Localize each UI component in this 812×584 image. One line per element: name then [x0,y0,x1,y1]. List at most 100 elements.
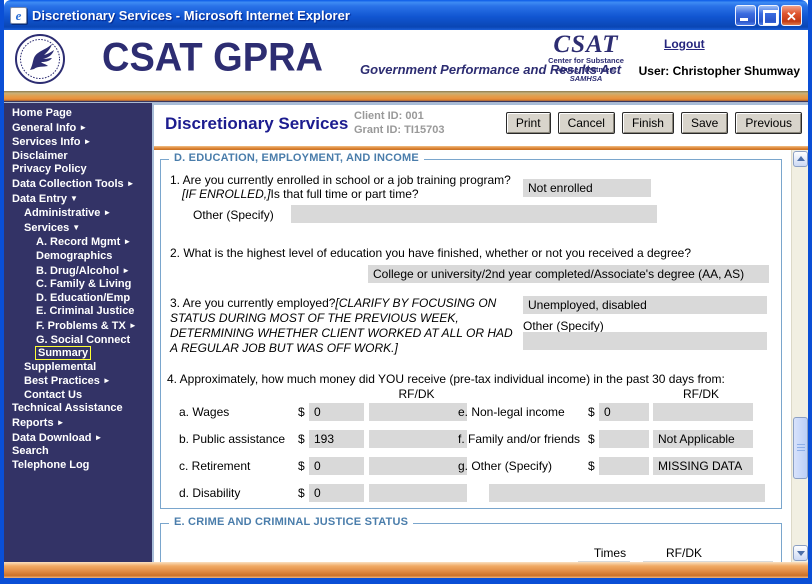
sidebar-item-technical-assistance[interactable]: Technical Assistance [12,402,123,415]
section-e-times-header: Times [593,546,627,560]
submenu-arrow-icon: ► [103,208,112,218]
scrollbar-thumb[interactable] [793,417,808,479]
print-button[interactable]: Print [505,112,551,134]
title-bar: e Discretionary Services - Microsoft Int… [4,0,808,30]
sidebar-item-general-info[interactable]: General Info ► [12,121,88,134]
sidebar-item-social-connect[interactable]: G. Social Connect [36,333,131,346]
scroll-up-arrow-icon [797,156,805,161]
q4e-rfdk-field[interactable] [653,403,753,421]
client-id: Client ID: 001 [354,110,424,122]
section-e-times-field[interactable] [578,561,630,562]
sidebar-nav: Home Page General Info ► Services Info ► D… [4,103,152,562]
q4b-amount-field[interactable]: 193 [309,430,364,448]
q4-text: 4. Approximately, how much money did YOU… [167,372,725,386]
previous-button[interactable]: Previous [735,112,802,134]
action-buttons: Print Cancel Finish Save Previous [505,112,802,134]
sidebar-item-telephone-log[interactable]: Telephone Log [12,458,90,471]
sidebar-item-summary[interactable]: Summary [34,346,92,361]
orange-divider [154,146,808,150]
q4d-amount-field[interactable]: 0 [309,484,364,502]
q3-other-field[interactable] [523,332,767,350]
q4a-rfdk-field[interactable] [369,403,467,421]
q2-answer-field[interactable]: College or university/2nd year completed… [368,265,769,283]
page-title: Discretionary Services [165,114,349,133]
q4c-amount-field[interactable]: 0 [309,457,364,475]
q4e-label: e. Non-legal income [458,405,565,419]
section-e-rfdk-header: RF/DK [666,546,702,560]
logout-link[interactable]: Logout [664,37,705,51]
submenu-arrow-icon: ► [83,137,92,147]
q1-other-label: Other (Specify) [193,208,274,222]
close-button[interactable] [781,4,802,26]
section-e-rfdk-field[interactable] [643,561,773,562]
q4c-dollar: $ [298,459,305,473]
q4d-rfdk-field[interactable] [369,484,467,502]
sidebar-item-data-download[interactable]: Data Download ► [12,431,103,444]
q1-other-field[interactable] [291,205,657,223]
sidebar-item-reports[interactable]: Reports ► [12,417,65,430]
sidebar-item-data-collection-tools[interactable]: Data Collection Tools ► [12,177,135,190]
sidebar-item-contact-us[interactable]: Contact Us [24,388,83,401]
sidebar-item-data-entry[interactable]: Data Entry ▼ [12,192,78,205]
q3-other-label: Other (Specify) [523,319,604,333]
sidebar-item-home-page[interactable]: Home Page [12,107,72,119]
sidebar-item-record-mgmt[interactable]: A. Record Mgmt ► [36,236,132,249]
sidebar-item-administrative[interactable]: Administrative ► [24,207,112,220]
window-title: Discretionary Services - Microsoft Inter… [32,7,350,23]
save-button[interactable]: Save [680,112,729,134]
q4f-amount-field[interactable] [599,430,649,448]
sidebar-item-services-info[interactable]: Services Info ► [12,136,92,149]
submenu-arrow-icon: ► [102,376,111,386]
q4a-dollar: $ [298,405,305,419]
q4-other-specify-field[interactable] [489,484,765,502]
cancel-button[interactable]: Cancel [557,112,615,134]
q4b-label: b. Public assistance [179,432,286,446]
csat-logo: CSAT Center for Substance Abuse Treatmen… [548,31,624,83]
q4d-label: d. Disability [179,486,241,500]
q4d-dollar: $ [298,486,305,500]
q4a-label: a. Wages [179,405,230,419]
sidebar-item-problems-tx[interactable]: F. Problems & TX ► [36,319,137,332]
sidebar-item-demographics[interactable]: Demographics [36,249,113,262]
csat-gpra-logo: CSAT GPRA [102,36,323,81]
sidebar-item-drug-alcohol[interactable]: B. Drug/Alcohol ► [36,264,131,277]
form-area: D. EDUCATION, EMPLOYMENT, AND INCOME 1. … [154,150,791,562]
scroll-down-button[interactable] [793,545,808,561]
sidebar-item-criminal-justice[interactable]: E. Criminal Justice [36,305,135,318]
sidebar-item-services[interactable]: Services ▼ [24,221,81,234]
sidebar-item-family-living[interactable]: C. Family & Living [36,278,132,291]
q4e-amount-field[interactable]: 0 [599,403,649,421]
q4g-rfdk-field[interactable]: MISSING DATA [653,457,753,475]
q4b-rfdk-field[interactable] [369,430,467,448]
q4f-label: f. Family and/or friends [458,432,581,446]
minimize-button[interactable] [735,4,756,26]
q4c-rfdk-field[interactable] [369,457,467,475]
q3-answer-field[interactable]: Unemployed, disabled [523,296,767,314]
submenu-arrow-icon: ► [79,122,88,132]
scroll-up-button[interactable] [793,151,808,167]
maximize-button[interactable] [758,4,779,26]
sidebar-item-education-emp[interactable]: D. Education/Emp [36,291,131,304]
vertical-scrollbar[interactable] [791,150,808,562]
finish-button[interactable]: Finish [621,112,674,134]
footer-bar [4,562,808,578]
sidebar-item-privacy-policy[interactable]: Privacy Policy [12,163,87,176]
q4a-amount-field[interactable]: 0 [309,403,364,421]
sidebar-item-disclaimer[interactable]: Disclaimer [12,149,68,162]
banner-divider-bar [4,91,808,103]
submenu-arrow-icon: ► [123,237,132,247]
q2-text: 2. What is the highest level of educatio… [170,246,691,260]
submenu-arrow-icon: ► [56,418,65,428]
q4f-rfdk-field[interactable]: Not Applicable [653,430,753,448]
submenu-arrow-icon: ► [94,432,103,442]
q1-answer-field[interactable]: Not enrolled [523,179,651,197]
submenu-expanded-icon: ▼ [70,193,78,203]
sidebar-item-search[interactable]: Search [12,445,49,458]
section-d-legend: D. EDUCATION, EMPLOYMENT, AND INCOME [169,152,424,164]
q4g-amount-field[interactable] [599,457,649,475]
q4c-label: c. Retirement [179,459,251,473]
sidebar-item-best-practices[interactable]: Best Practices ► [24,375,111,388]
sidebar-item-supplemental[interactable]: Supplemental [24,360,97,373]
scroll-down-arrow-icon [797,551,805,556]
grant-id: Grant ID: TI15703 [354,124,445,136]
